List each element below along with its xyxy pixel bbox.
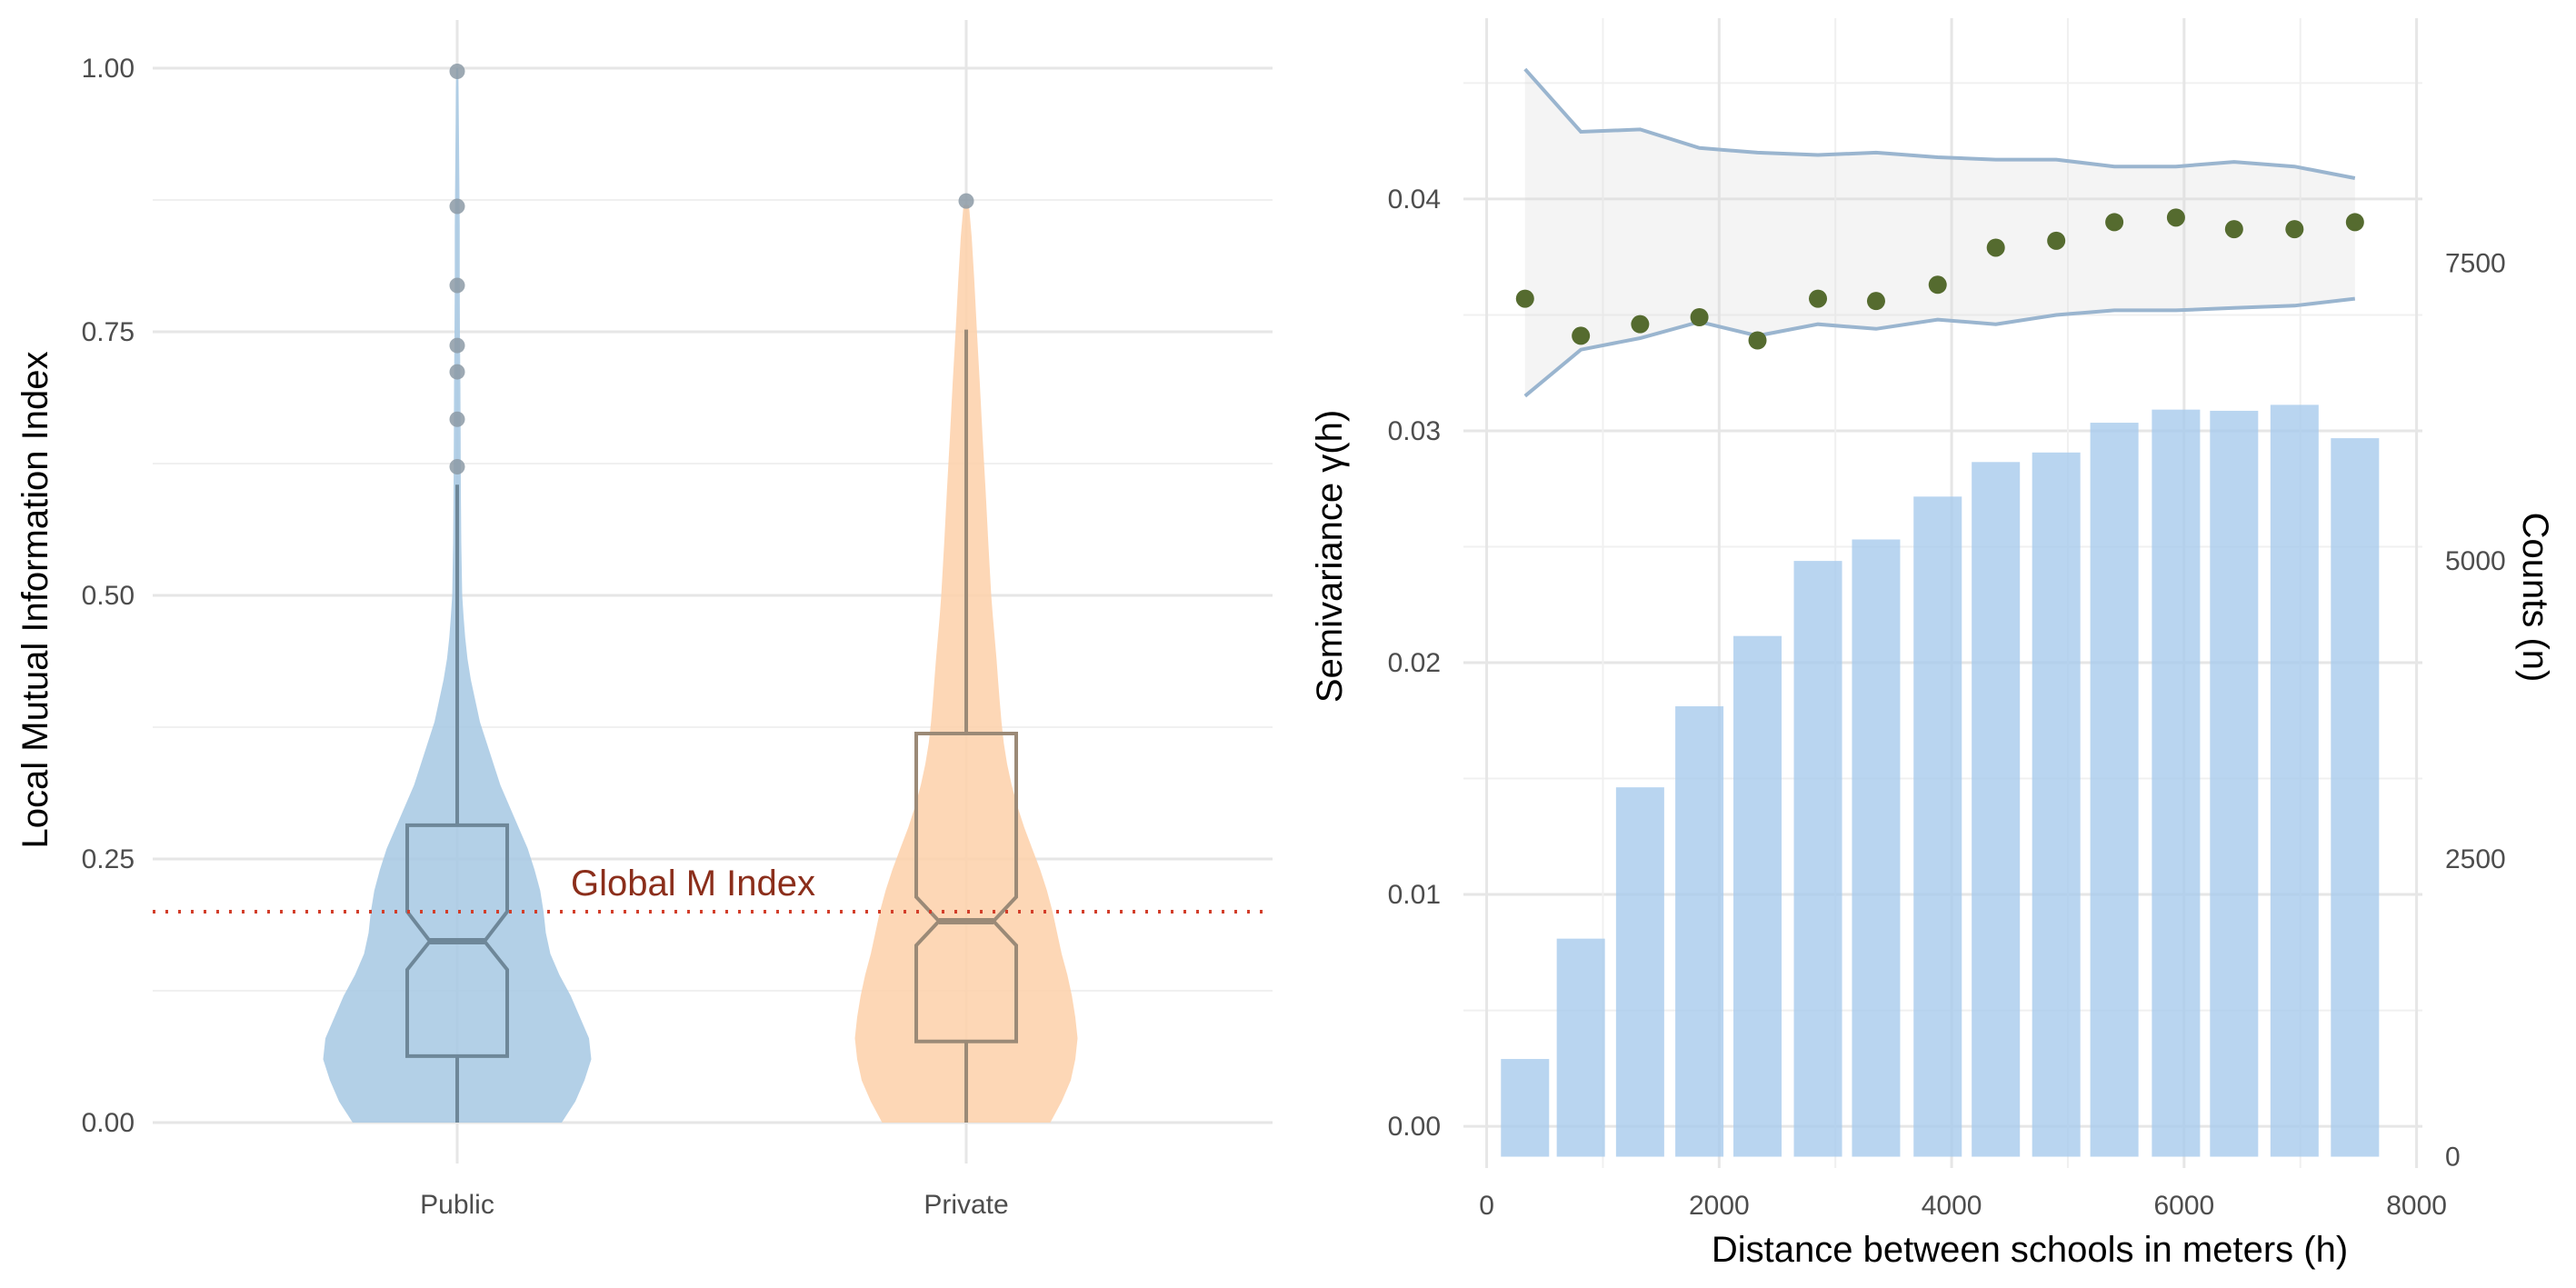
outlier-point	[449, 198, 465, 215]
count-bar	[1852, 539, 1901, 1157]
envelope-upper-line	[1523, 67, 2356, 180]
semivariogram-panel: 0.00 0.01 0.02 0.03 0.04 0 2500 5000 7500 0 2000…	[1310, 18, 2555, 1270]
distance-axis-title: Distance between schools in meters (h)	[1712, 1230, 2348, 1270]
semivariance-point	[2224, 220, 2243, 239]
outlier-point	[449, 277, 465, 294]
semivariance-point	[2047, 231, 2066, 250]
left-y-axis-title: Local Mutual Information Index	[15, 352, 55, 849]
x-tick-label: Private	[924, 1190, 1008, 1220]
y-tick-label: 0.00	[82, 1108, 135, 1138]
count-bar	[2032, 452, 2081, 1157]
semivariance-point	[1986, 238, 2005, 257]
semivariance-point	[1748, 331, 1767, 350]
semivariance-point	[2105, 213, 2124, 232]
y-tick-label: 0.01	[1388, 880, 1441, 910]
semivariance-point	[2285, 220, 2304, 239]
left-y-tick-labels: 0.00 0.25 0.50 0.75 1.00	[82, 54, 135, 1138]
semivariance-point	[2166, 208, 2185, 227]
outlier-point	[958, 193, 974, 209]
outlier-point	[449, 63, 465, 79]
outlier-point	[449, 364, 465, 380]
notched-box	[405, 823, 509, 1058]
semivariance-axis-title: Semivariance γ(h)	[1310, 410, 1350, 703]
y2-tick-label: 0	[2445, 1143, 2461, 1173]
count-bar	[2152, 409, 2201, 1157]
count-bar	[1972, 462, 2021, 1157]
count-bar	[1501, 1059, 1550, 1157]
semivariance-point	[2345, 213, 2364, 232]
y-tick-label: 0.25	[82, 844, 135, 874]
y-tick-label: 0.00	[1388, 1112, 1441, 1142]
y-tick-label: 0.75	[82, 317, 135, 347]
semivariance-point	[1572, 326, 1591, 345]
y-tick-label: 0.03	[1388, 416, 1441, 446]
count-bar	[2210, 410, 2259, 1157]
count-bar	[1793, 561, 1842, 1157]
x-tick-label: Public	[420, 1190, 494, 1220]
left-gridlines	[153, 20, 1273, 1163]
count-bar	[2090, 423, 2139, 1157]
semivariance-points	[1515, 208, 2364, 350]
envelope-lower-line	[1523, 296, 2356, 398]
y2-tick-label: 5000	[2445, 546, 2506, 576]
y-tick-label: 0.04	[1388, 185, 1441, 215]
count-bar	[2331, 438, 2380, 1157]
left-x-tick-labels: Public Private	[420, 1190, 1009, 1220]
x-tick-label: 4000	[1922, 1191, 1982, 1221]
outlier-point	[449, 337, 465, 354]
x-tick-label: 0	[1479, 1191, 1494, 1221]
semivariance-point	[1928, 275, 1947, 295]
x-tick-label: 2000	[1689, 1191, 1750, 1221]
count-bar	[1556, 938, 1605, 1157]
semivariance-point	[1866, 292, 1885, 311]
semivariance-point	[1809, 289, 1828, 308]
count-bar	[1913, 496, 1962, 1157]
outlier-points	[449, 63, 974, 474]
semivariance-point	[1631, 315, 1650, 334]
x-tick-label: 6000	[2153, 1191, 2214, 1221]
count-bars	[1501, 404, 2380, 1157]
notched-box	[914, 732, 1018, 1043]
boxplots	[405, 329, 1018, 1123]
outlier-point	[449, 411, 465, 427]
count-bar	[1733, 635, 1782, 1157]
right-left-y-tick-labels: 0.00 0.01 0.02 0.03 0.04	[1388, 185, 1441, 1142]
semivariance-point	[1690, 308, 1709, 327]
outlier-point	[449, 458, 465, 474]
y2-tick-label: 2500	[2445, 844, 2506, 874]
semivariance-point	[1515, 289, 1534, 308]
violin-panel: Global M Index 0.00 0.25 0.50 0.75 1.00 Publ…	[15, 20, 1273, 1220]
right-x-tick-labels: 0 2000 4000 6000 8000	[1479, 1191, 2447, 1221]
y-tick-label: 0.02	[1388, 648, 1441, 678]
counts-axis-title: Counts (n)	[2515, 513, 2555, 683]
y-tick-label: 0.50	[82, 581, 135, 611]
count-bar	[2270, 404, 2319, 1157]
y-tick-label: 1.00	[82, 54, 135, 84]
count-bar	[1675, 706, 1724, 1157]
x-tick-label: 8000	[2386, 1191, 2447, 1221]
y2-tick-label: 7500	[2445, 248, 2506, 278]
count-bar	[1615, 787, 1664, 1157]
global-m-index-label: Global M Index	[571, 864, 815, 904]
right-y2-tick-labels: 0 2500 5000 7500	[2445, 248, 2506, 1172]
